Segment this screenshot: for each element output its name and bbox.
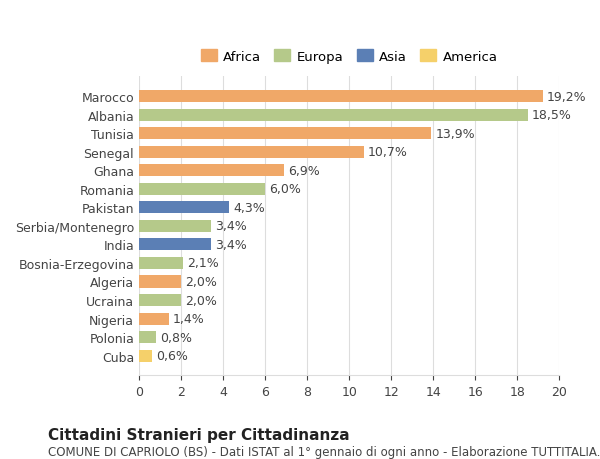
Text: 3,4%: 3,4% xyxy=(215,220,247,233)
Text: 10,7%: 10,7% xyxy=(368,146,408,159)
Text: 2,0%: 2,0% xyxy=(185,275,217,288)
Bar xyxy=(139,276,181,288)
Text: 4,3%: 4,3% xyxy=(233,202,265,214)
Text: 1,4%: 1,4% xyxy=(173,313,205,325)
Text: 6,9%: 6,9% xyxy=(288,164,320,177)
Bar xyxy=(139,183,265,196)
Bar xyxy=(139,331,156,343)
Text: 2,0%: 2,0% xyxy=(185,294,217,307)
Bar xyxy=(139,202,229,214)
Bar xyxy=(139,91,542,103)
Text: 0,6%: 0,6% xyxy=(156,349,188,362)
Text: Cittadini Stranieri per Cittadinanza: Cittadini Stranieri per Cittadinanza xyxy=(48,427,350,442)
Bar xyxy=(139,313,169,325)
Text: 0,8%: 0,8% xyxy=(160,331,192,344)
Bar xyxy=(139,239,211,251)
Bar xyxy=(139,109,528,121)
Bar xyxy=(139,128,431,140)
Bar xyxy=(139,146,364,158)
Text: 18,5%: 18,5% xyxy=(532,109,572,122)
Bar xyxy=(139,350,152,362)
Bar xyxy=(139,257,183,269)
Text: COMUNE DI CAPRIOLO (BS) - Dati ISTAT al 1° gennaio di ogni anno - Elaborazione T: COMUNE DI CAPRIOLO (BS) - Dati ISTAT al … xyxy=(48,445,600,458)
Text: 19,2%: 19,2% xyxy=(547,90,586,103)
Bar xyxy=(139,294,181,307)
Legend: Africa, Europa, Asia, America: Africa, Europa, Asia, America xyxy=(196,45,503,69)
Text: 2,1%: 2,1% xyxy=(187,257,219,270)
Text: 6,0%: 6,0% xyxy=(269,183,301,196)
Bar xyxy=(139,220,211,232)
Text: 3,4%: 3,4% xyxy=(215,238,247,252)
Text: 13,9%: 13,9% xyxy=(436,127,475,140)
Bar xyxy=(139,165,284,177)
